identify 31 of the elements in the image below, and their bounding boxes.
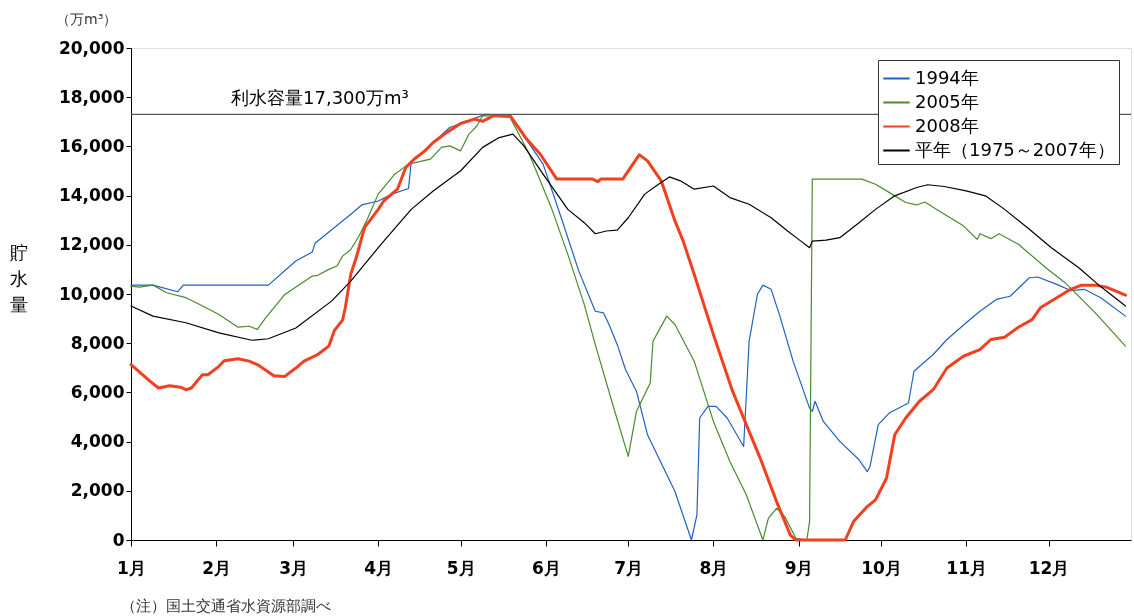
ref-line-label: 利水容量17,300万m³ <box>231 87 409 109</box>
x-tick-label: 11月 <box>946 557 987 578</box>
x-tick-label: 6月 <box>531 557 561 578</box>
y-tick-label: 2,000 <box>70 480 125 501</box>
x-tick-label: 7月 <box>614 557 644 578</box>
y-tick-label: 0 <box>112 529 125 550</box>
legend-label: 平年（1975～2007年） <box>915 138 1115 160</box>
x-tick-label: 1月 <box>117 557 146 578</box>
text: （万m³） <box>56 11 118 27</box>
x-tick-label: 8月 <box>699 557 729 578</box>
y-tick-label: 12,000 <box>58 234 125 255</box>
x-tick-label: 5月 <box>446 557 476 578</box>
y-tick-label: 20,000 <box>58 37 125 58</box>
x-tick-label: 4月 <box>364 557 394 578</box>
y-tick-label: 8,000 <box>70 332 125 353</box>
y-tick-label: 10,000 <box>58 283 125 304</box>
text: （注）国土交通省水資源部調べ <box>121 597 331 615</box>
y-tick-label: 14,000 <box>58 185 125 206</box>
y-axis-title: 貯水量 <box>10 242 28 315</box>
y-tick-label: 18,000 <box>58 86 125 107</box>
x-tick-label: 9月 <box>784 557 814 578</box>
legend-label: 1994年 <box>915 66 979 88</box>
x-tick-label: 10月 <box>861 557 902 578</box>
y-tick-label: 6,000 <box>70 381 125 402</box>
legend-label: 2008年 <box>915 114 979 136</box>
x-tick-label: 2月 <box>202 557 232 578</box>
x-tick-label: 12月 <box>1028 557 1070 578</box>
x-tick-label: 3月 <box>279 557 309 578</box>
legend-label: 2005年 <box>915 90 979 112</box>
y-tick-label: 4,000 <box>70 431 125 452</box>
y-tick-label: 16,000 <box>58 135 125 156</box>
